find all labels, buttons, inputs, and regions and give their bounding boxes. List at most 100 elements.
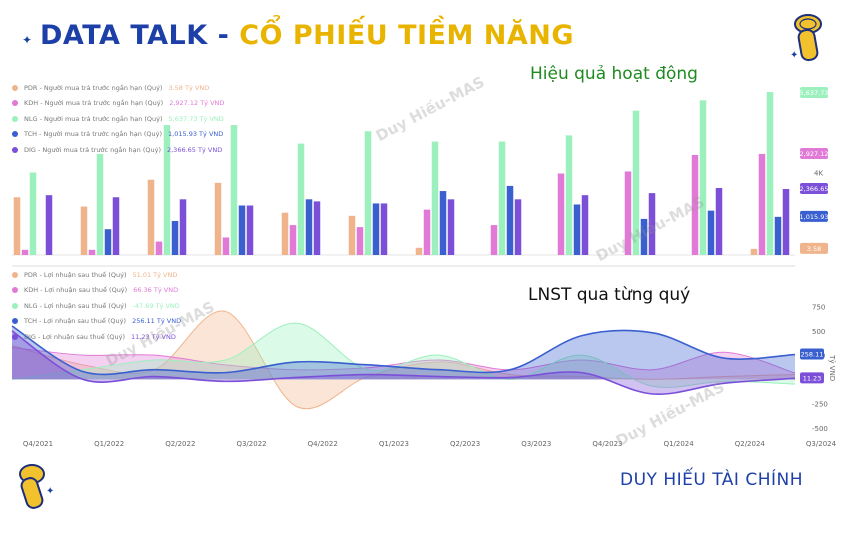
y-axis-label: Tỷ VND <box>828 354 837 381</box>
legend-value: 2,366.65 Tỷ VND <box>166 145 223 154</box>
page-title: DATA TALK - CỔ PHIẾU TIỀM NĂNG <box>40 20 574 51</box>
bar-tch <box>774 216 782 255</box>
bar-tch <box>439 191 447 255</box>
bar-nlg <box>29 172 37 255</box>
legend-value: 256.11 Tỷ VND <box>132 317 182 326</box>
title-separator: - <box>217 20 230 51</box>
bar-kdh <box>758 153 766 255</box>
area-tch <box>12 326 795 380</box>
x-tick-label: Q4/2022 <box>308 440 338 448</box>
bar-dig <box>581 195 589 255</box>
legend-dot <box>12 287 18 294</box>
legend-item-kdh: KDH - Người mua trả trước ngắn hạn (Quý)… <box>12 96 224 112</box>
bar-kdh <box>289 225 297 255</box>
sparkle-icon: ✦ <box>22 33 33 47</box>
legend-dot <box>12 271 18 278</box>
legend-item-pdr: PDR - Người mua trả trước ngắn hạn (Quý)… <box>12 80 224 96</box>
bar-nlg <box>230 125 238 255</box>
bar-nlg <box>163 125 171 255</box>
bar-dig <box>447 199 455 255</box>
bar-kdh <box>21 249 29 255</box>
legend-value: -47.69 Tỷ VND <box>132 301 180 310</box>
legend-value: 66.36 Tỷ VND <box>133 286 179 295</box>
bar-tch <box>305 199 313 255</box>
y-tick-label: -250 <box>812 401 828 409</box>
legend-dot <box>12 318 18 325</box>
legend-dot <box>12 302 18 309</box>
value-label: 5,637.73 <box>800 89 829 97</box>
bar-nlg <box>699 100 707 255</box>
bar-nlg <box>632 110 640 255</box>
bar-kdh <box>691 154 699 255</box>
legend-item-tch: TCH - Người mua trả trước ngắn hạn (Quý)… <box>12 127 224 143</box>
bar-pdr <box>13 197 21 255</box>
legend-item-nlg: NLG - Lợi nhuận sau thuế (Quý) -47.69 Tỷ … <box>12 298 181 314</box>
line-kdh <box>11 346 796 374</box>
x-tick-label: Q1/2022 <box>94 440 124 448</box>
x-tick-label: Q4/2023 <box>592 440 622 448</box>
line-nlg <box>11 322 796 388</box>
y-tick-label: -500 <box>812 425 828 433</box>
bar-dig <box>246 205 254 255</box>
legend-value: 1,015.93 Tỷ VND <box>168 130 224 139</box>
legend-label: PDR - Lợi nhuận sau thuế (Quý) <box>24 270 127 279</box>
bar-kdh <box>88 249 96 255</box>
bar-tch <box>573 204 581 255</box>
x-tick-label: Q3/2023 <box>521 440 551 448</box>
legend-value: 3.58 Tỷ VND <box>168 83 210 92</box>
bar-pdr <box>281 212 289 255</box>
svg-text:✦: ✦ <box>790 50 798 61</box>
bar-nlg <box>431 141 439 255</box>
bar-pdr <box>348 215 356 255</box>
value-badge <box>800 147 828 159</box>
bar-tch <box>506 185 514 255</box>
legend-item-kdh: KDH - Lợi nhuận sau thuế (Quý) 66.36 Tỷ V… <box>12 283 181 299</box>
value-badge <box>800 210 828 222</box>
bar-dig <box>112 197 120 255</box>
coin-stack-icon: ✦ <box>19 464 54 509</box>
bar-nlg <box>565 135 573 255</box>
bar-chart-title: Hiệu quả hoạt động <box>530 64 698 84</box>
bar-legend: PDR - Người mua trả trước ngắn hạn (Quý)… <box>12 80 224 158</box>
legend-dot <box>12 115 18 122</box>
bar-dig <box>179 199 187 255</box>
value-label: 2,366.65 <box>800 185 829 193</box>
bar-nlg <box>96 153 104 255</box>
legend-label: TCH - Người mua trả trước ngắn hạn (Quý) <box>24 130 163 139</box>
value-label: 3.58 <box>807 245 821 253</box>
bar-nlg <box>364 131 372 255</box>
y-tick-label: 750 <box>812 304 825 312</box>
x-tick-label: Q3/2024 <box>806 440 837 448</box>
legend-dot <box>12 84 18 91</box>
bar-dig <box>313 201 321 255</box>
bar-nlg <box>297 143 305 255</box>
bar-pdr <box>415 247 423 255</box>
legend-label: TCH - Lợi nhuận sau thuế (Quý) <box>24 317 127 326</box>
title-part1: DATA TALK <box>40 20 208 51</box>
bar-nlg <box>766 92 774 255</box>
footer-brand: DUY HIẾU TÀI CHÍNH <box>620 470 803 490</box>
legend-item-dig: DIG - Người mua trả trước ngắn hạn (Quý)… <box>12 142 224 158</box>
bar-dig <box>45 195 53 255</box>
y-tick-label: 4K <box>814 170 823 178</box>
svg-text:✦: ✦ <box>46 486 54 497</box>
legend-label: PDR - Người mua trả trước ngắn hạn (Quý) <box>24 83 163 92</box>
area-chart-title: LNST qua từng quý <box>528 285 691 305</box>
value-badge <box>800 348 824 360</box>
bar-kdh <box>356 227 364 255</box>
legend-item-dig: DIG - Lợi nhuận sau thuế (Quý) 11.23 Tỷ V… <box>12 329 181 345</box>
x-tick-label: Q3/2022 <box>236 440 266 448</box>
x-tick-label: Q1/2024 <box>664 440 695 448</box>
value-label: 258.11 <box>801 351 824 359</box>
line-tch <box>11 325 796 376</box>
area-nlg <box>12 323 795 388</box>
y-tick-label: 500 <box>812 328 825 336</box>
x-tick-label: Q1/2023 <box>379 440 409 448</box>
bar-nlg <box>498 141 506 255</box>
bar-kdh <box>624 171 632 255</box>
legend-label: NLG - Người mua trả trước ngắn hạn (Quý) <box>24 114 163 123</box>
x-tick-label: Q2/2023 <box>450 440 480 448</box>
x-tick-label: Q2/2022 <box>165 440 195 448</box>
legend-value: 11.23 Tỷ VND <box>131 332 176 341</box>
